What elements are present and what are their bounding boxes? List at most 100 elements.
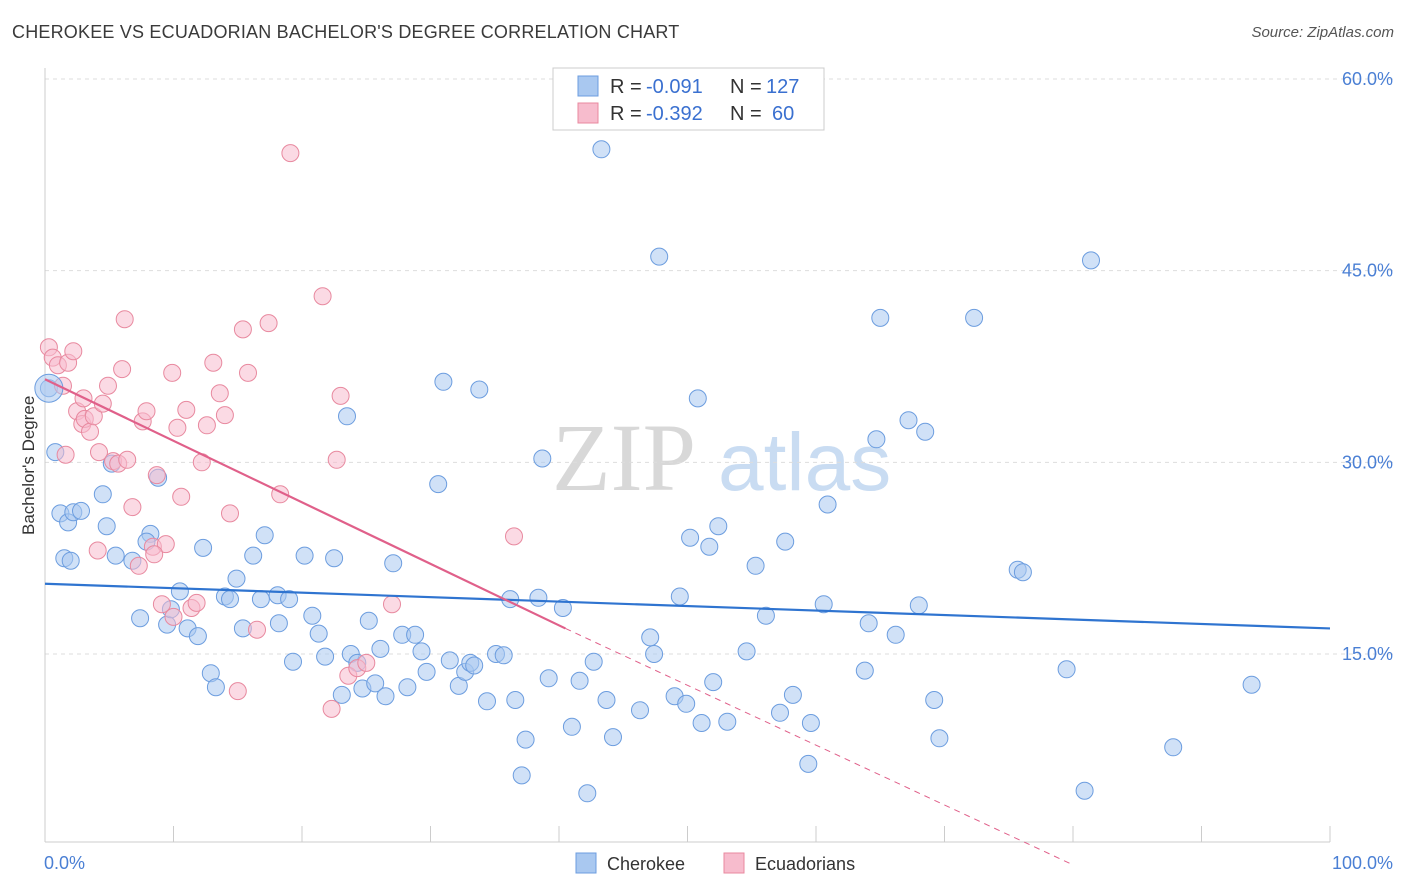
ecuadorian-point [172,487,191,506]
y-tick-labels: 15.0% 30.0% 45.0% 60.0% [1342,69,1393,664]
legend-r-value-1: -0.091 [646,76,703,98]
legend-r-label-2: R = [610,103,642,125]
ecuadorian-trend-extension [565,627,1074,866]
cherokee-point [1082,251,1100,270]
cherokee-point [512,766,531,785]
cherokee-trend-line [44,582,1331,630]
cherokee-point [692,714,711,732]
ecuadorian-point [313,287,332,306]
ecuadorian-point [281,144,300,163]
cherokee-point [871,308,890,327]
cherokee-point [131,609,150,628]
ecuadorian-point [163,363,182,382]
cherokee-point [584,652,603,671]
cherokee-point-large [34,373,64,403]
cherokee-point [506,691,525,709]
cherokee-point [338,407,356,426]
cherokee-point [93,485,112,504]
ecuadorian-point [383,595,401,614]
cherokee-point [704,673,723,692]
ecuadorian-point [129,556,148,575]
ecuadorian-point [204,353,223,372]
cherokee-point [631,701,649,720]
cherokee-point [206,678,225,697]
cherokee-point [1057,660,1076,679]
ecuadorian-point [90,443,108,462]
cherokee-point [1164,738,1183,757]
ecuadorian-point [322,699,341,718]
y-axis-title: Bachelor's Degree [19,396,38,535]
ecuadorian-point [259,314,278,333]
cherokee-point [700,537,719,556]
cherokee-point [309,624,328,643]
bottom-legend-swatch-ecuadorians [723,852,745,874]
cherokee-point [688,389,707,408]
cherokee-point [650,247,669,266]
ecuadorian-point [197,416,216,435]
cherokee-point [255,526,274,545]
cherokee-point [97,517,116,536]
y-tick-label: 45.0% [1342,261,1393,281]
cherokee-point [494,646,513,665]
cherokee-point [801,714,820,732]
cherokee-point [417,662,436,681]
cherokee-point [316,647,335,666]
legend-n-value-2: 60 [772,103,794,125]
cherokee-point [221,590,239,609]
cherokee-point [1013,563,1032,582]
ecuadorian-point [239,363,257,382]
ecuadorian-point [221,504,239,523]
cherokee-point [332,685,351,704]
cherokee-point [859,614,878,633]
cherokee-point [371,639,390,658]
cherokee-point [783,685,802,704]
cherokee-point [359,611,378,630]
cherokee-point [855,661,874,680]
cherokee-point [899,411,918,430]
correlation-legend: R = -0.091 N = 127 R = -0.392 N = 60 [552,67,825,131]
cherokee-point [366,674,385,693]
cherokee-point [867,430,886,449]
cherokee-point [244,546,263,565]
x-tick-min: 0.0% [44,853,85,873]
y-tick-label: 60.0% [1342,69,1393,89]
ecuadorian-point [152,595,171,614]
trend-lines [44,378,1331,866]
cherokee-point [478,692,496,711]
cherokee-point [670,587,689,606]
cherokee-point [737,642,756,661]
cherokee-point [284,652,302,671]
cherokee-point [325,549,344,568]
cherokee-point [886,625,905,644]
y-tick-label: 15.0% [1342,644,1393,664]
cherokee-point [106,546,125,565]
cherokee-point [818,495,837,514]
ecuadorian-point [113,360,132,379]
ecuadorian-point [81,422,99,441]
x-tick-max: 100.0% [1332,853,1393,873]
ecuadorian-point [147,466,166,485]
ecuadorian-point [56,445,75,464]
cherokee-point [814,595,833,614]
cherokee-point [718,712,737,731]
ecuadorian-point [164,607,183,626]
source-label: Source: ZipAtlas.com [1251,24,1394,41]
ecuadorian-point [327,450,346,469]
cherokee-point [280,590,299,609]
series-legend: Cherokee Ecuadorians [575,852,855,874]
ecuadorian-point [123,498,142,517]
cherokee-point [295,546,314,565]
ecuadorian-point [331,386,350,405]
ecuadorian-point [248,620,266,639]
y-tick-label: 30.0% [1342,452,1393,472]
ecuadorian-point [118,450,137,469]
cherokee-point [570,671,589,690]
ecuadorian-point [233,320,252,339]
cherokee-point [799,754,818,773]
cherokee-point [251,590,270,609]
cherokee-point [533,449,552,468]
cherokee-point [909,596,928,615]
cherokee-point [61,551,80,570]
cherokee-point [641,628,660,647]
cherokee-point [170,582,189,601]
